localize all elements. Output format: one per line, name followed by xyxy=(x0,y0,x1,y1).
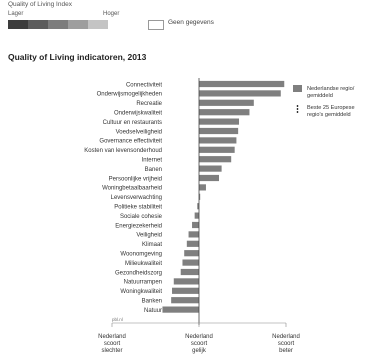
x-axis-label-line: slechter xyxy=(101,348,122,354)
indicator-bar xyxy=(192,221,199,229)
category-label: Kosten van levensonderhoud xyxy=(84,148,162,154)
indicator-bar xyxy=(199,90,281,97)
indicator-bar xyxy=(199,156,232,163)
category-label: Woonomgeving xyxy=(120,252,162,258)
indicator-bar xyxy=(199,99,254,106)
category-label: Recreatie xyxy=(136,101,162,107)
x-axis-label-line: Nederland xyxy=(98,334,126,340)
x-axis-label: Nederland scoort slechter xyxy=(98,334,126,354)
category-label: Gezondheidszorg xyxy=(115,270,162,276)
indicator-bar xyxy=(194,212,199,219)
indicator-bar xyxy=(199,80,285,88)
indicator-bar xyxy=(199,118,240,125)
category-label: Natuur xyxy=(144,308,162,314)
color-scale-swatch-5 xyxy=(88,20,108,29)
category-label: Woningkwaliteit xyxy=(120,289,162,295)
legend-swatch-regions xyxy=(293,85,302,92)
indicator-bar xyxy=(199,146,235,153)
indicator-bar xyxy=(172,287,199,294)
category-label: Veiligheid xyxy=(136,233,162,239)
indicator-bar xyxy=(199,193,201,200)
color-scale-swatch-4 xyxy=(68,20,88,29)
indicator-bar xyxy=(184,250,199,257)
color-scale-swatch-2 xyxy=(28,20,48,29)
category-label: Natuurrampen xyxy=(124,280,162,286)
quality-index-legend: Quality of Living Index Lager Hoger Geen… xyxy=(8,0,382,46)
indicator-bar xyxy=(162,306,199,313)
quality-index-title: Quality of Living Index xyxy=(8,1,72,8)
color-scale-swatch-1 xyxy=(8,20,28,29)
indicator-bar xyxy=(173,278,199,285)
x-axis-label-line: scoort xyxy=(104,341,121,347)
indicator-bar xyxy=(199,165,222,172)
legend-label-line: Beste 25 Europese xyxy=(307,105,355,111)
x-axis-label-line: beter xyxy=(279,348,293,354)
chart-title: Quality of Living indicatoren, 2013 xyxy=(8,52,147,62)
category-label: Levensverwachting xyxy=(111,195,162,201)
category-label: Persoonlijke vrijheid xyxy=(109,176,162,182)
category-label: Onderwijsmogelijkheden xyxy=(97,92,162,98)
x-axis-label: Nederland scoort gelijk xyxy=(185,334,213,354)
legend-label-line: Nederlandse regio/ xyxy=(307,86,355,92)
category-label: Politieke stabiliteit xyxy=(114,205,162,211)
category-label: Klimaat xyxy=(142,242,162,248)
color-scale-swatch-3 xyxy=(48,20,68,29)
category-label: Banen xyxy=(145,167,162,173)
category-label: Cultuur en restaurants xyxy=(103,120,162,126)
category-label: Onderwijskwaliteit xyxy=(114,111,162,117)
category-label: Energiezekerheid xyxy=(115,223,162,229)
category-label: Governance effectiviteit xyxy=(99,139,162,145)
indicator-bar xyxy=(182,259,199,266)
indicator-bar xyxy=(171,297,199,304)
indicator-bar xyxy=(199,109,250,116)
scale-low-label: Lager xyxy=(8,11,24,17)
category-label: Voedselveiligheid xyxy=(116,129,162,135)
no-data-swatch xyxy=(148,20,164,30)
indicator-bar xyxy=(188,231,199,238)
source-label: pbl.nl xyxy=(112,317,123,322)
indicator-bar xyxy=(199,174,220,182)
category-label: Milieukwaliteit xyxy=(125,261,162,267)
category-label: Banken xyxy=(142,299,162,305)
x-axis-label: Nederland scoort beter xyxy=(272,334,300,354)
color-scale xyxy=(8,20,108,29)
category-label: Woningbetaalbaarheid xyxy=(102,186,162,192)
indicator-bar xyxy=(186,240,199,247)
indicator-bar xyxy=(197,203,199,210)
category-label: Sociale cohesie xyxy=(120,214,163,220)
indicator-bar xyxy=(199,127,239,135)
x-axis-label-line: scoort xyxy=(278,341,295,347)
legend-label-best25: Beste 25 Europese regio's gemiddeld xyxy=(307,105,355,118)
indicator-bar xyxy=(199,137,237,144)
legend-label-regions: Nederlandse regio/gemiddeld xyxy=(307,86,355,99)
x-axis-label-line: scoort xyxy=(191,341,208,347)
x-axis-label-line: gelijk xyxy=(192,348,207,354)
indicator-bar xyxy=(180,268,199,276)
no-data-label: Geen gegevens xyxy=(168,19,214,26)
indicator-bar xyxy=(199,184,206,191)
legend-label-line: gemiddeld xyxy=(307,93,333,99)
x-axis-label-line: Nederland xyxy=(272,334,300,340)
x-axis-label-line: Nederland xyxy=(185,334,213,340)
scale-high-label: Hoger xyxy=(103,11,120,17)
category-label: Internet xyxy=(142,158,163,164)
category-label: Connectiviteit xyxy=(126,82,162,88)
legend-label-line: regio's gemiddeld xyxy=(307,112,351,118)
